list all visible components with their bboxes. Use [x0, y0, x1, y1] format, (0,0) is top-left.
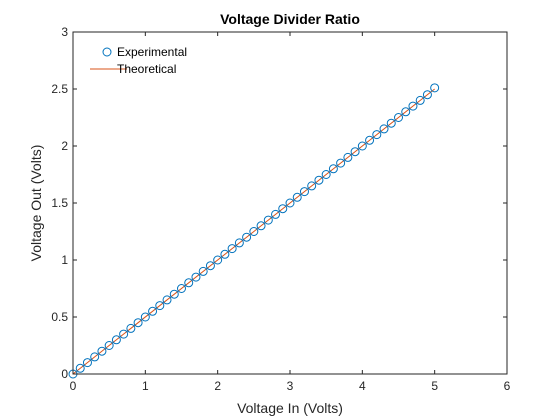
- y-tick-label: 0.5: [51, 310, 68, 324]
- series-layer: [68, 83, 440, 379]
- x-tick-label: 3: [287, 379, 294, 393]
- experimental-point: [184, 278, 194, 288]
- x-tick-label: 2: [214, 379, 221, 393]
- experimental-point: [307, 181, 317, 191]
- experimental-point: [111, 335, 121, 345]
- experimental-point: [350, 147, 360, 157]
- experimental-point: [278, 204, 288, 214]
- experimental-point: [357, 141, 367, 151]
- x-axis-label: Voltage In (Volts): [237, 400, 343, 416]
- legend-label-experimental: Experimental: [117, 45, 187, 59]
- experimental-point: [422, 90, 432, 100]
- experimental-point: [82, 358, 92, 368]
- experimental-point: [365, 135, 375, 145]
- experimental-point: [177, 284, 186, 293]
- experimental-point: [220, 249, 230, 259]
- y-tick-label: 1.5: [51, 196, 68, 210]
- experimental-point: [263, 215, 273, 225]
- theoretical-line: [72, 88, 435, 375]
- experimental-point: [169, 289, 179, 299]
- experimental-point: [213, 255, 223, 265]
- experimental-point: [379, 124, 389, 134]
- experimental-point: [126, 323, 136, 333]
- legend-label-theoretical: Theoretical: [117, 62, 176, 76]
- experimental-point: [242, 232, 252, 242]
- experimental-point: [148, 306, 158, 316]
- experimental-point: [328, 164, 338, 174]
- chart-title: Voltage Divider Ratio: [220, 11, 360, 27]
- x-tick-label: 6: [504, 379, 511, 393]
- experimental-point: [394, 113, 403, 122]
- experimental-point: [191, 272, 201, 282]
- experimental-point: [401, 107, 411, 117]
- experimental-point: [104, 341, 114, 350]
- x-tick-label: 0: [70, 379, 77, 393]
- experimental-point: [343, 152, 353, 162]
- experimental-point: [299, 187, 309, 197]
- experimental-point: [314, 175, 324, 185]
- experimental-point: [140, 312, 150, 322]
- experimental-point: [256, 221, 266, 231]
- experimental-point: [198, 266, 208, 276]
- experimental-point: [205, 261, 215, 271]
- x-tick-label: 1: [142, 379, 149, 393]
- y-axis-label: Voltage Out (Volts): [28, 145, 44, 262]
- legend-box: [82, 41, 200, 79]
- experimental-point: [408, 101, 418, 111]
- experimental-point: [285, 198, 295, 208]
- experimental-point: [372, 130, 382, 140]
- legend: Experimental Theoretical: [82, 41, 200, 79]
- experimental-point: [234, 238, 244, 248]
- x-tick-label: 5: [431, 379, 438, 393]
- experimental-point: [249, 227, 259, 236]
- experimental-point: [227, 244, 237, 254]
- y-tick-label: 2.5: [51, 82, 68, 96]
- experimental-point: [292, 192, 302, 202]
- experimental-point: [271, 209, 281, 219]
- experimental-point: [162, 295, 172, 305]
- experimental-point: [97, 346, 107, 356]
- experimental-point: [336, 158, 346, 168]
- experimental-point: [386, 118, 396, 128]
- y-tick-label: 2: [61, 139, 68, 153]
- experimental-point: [90, 352, 100, 362]
- experimental-point: [321, 170, 331, 179]
- experimental-point: [415, 95, 425, 105]
- y-tick-label: 1: [61, 253, 68, 267]
- legend-marker-experimental: [102, 47, 112, 57]
- experimental-point: [155, 301, 165, 311]
- experimental-point: [119, 329, 129, 339]
- experimental-point: [75, 363, 85, 373]
- ticks-layer: 0 1 2 3 4 5 6 0 0.5 1 1.5 2 2.5 3: [51, 25, 510, 393]
- experimental-point: [133, 318, 143, 328]
- y-tick-label: 0: [61, 367, 68, 381]
- experimental-point: [430, 83, 440, 93]
- x-tick-label: 4: [359, 379, 366, 393]
- y-tick-label: 3: [61, 25, 68, 39]
